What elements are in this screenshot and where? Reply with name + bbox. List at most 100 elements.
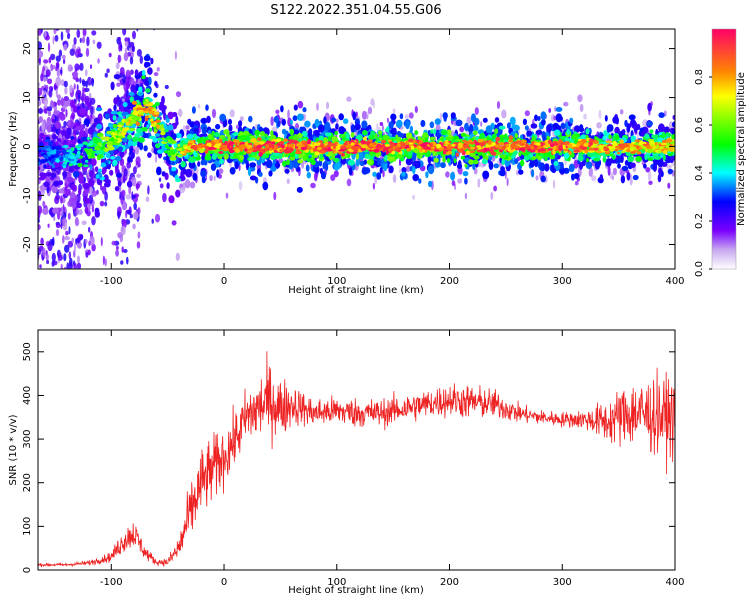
spectrogram-noise-cell xyxy=(87,274,90,284)
spectrogram-ridge-cell xyxy=(152,137,158,143)
spectrogram-noise-cell xyxy=(154,213,161,223)
spectrogram-noise-cell xyxy=(477,178,481,188)
spectrogram-noise-cell xyxy=(78,209,83,215)
spectrogram-noise-cell xyxy=(392,174,397,183)
spectrogram-ridge-cell xyxy=(427,129,431,137)
spectrogram-noise-cell xyxy=(120,3,123,11)
spectrogram-ridge-cell xyxy=(38,116,43,123)
spectrogram-noise-cell xyxy=(189,181,196,189)
spectrogram-ridge-cell xyxy=(68,166,74,173)
spectrogram-ridge-cell xyxy=(537,155,542,161)
spectrogram-ridge-cell xyxy=(234,161,239,170)
spectrogram-ridge-cell xyxy=(324,132,332,137)
spectrogram-noise-cell xyxy=(412,194,415,200)
spectrogram-noise-cell xyxy=(40,29,43,34)
spectrogram-noise-cell xyxy=(118,11,122,16)
spectrogram-ridge-cell xyxy=(498,125,506,130)
spectrogram-ridge-cell xyxy=(81,136,88,141)
spectrogram-ridge-cell xyxy=(145,80,150,87)
spectrogram-ridge-cell xyxy=(141,75,146,80)
spectrogram-ridge-cell xyxy=(77,140,83,145)
spectrogram-ridge-cell xyxy=(412,152,417,161)
spectrogram-ridge-cell xyxy=(453,158,457,164)
spectrogram-ridge-cell xyxy=(248,115,253,123)
spectrogram-noise-cell xyxy=(50,66,53,72)
spectrogram-ridge-cell xyxy=(191,106,196,114)
spectrogram-noise-cell xyxy=(346,178,352,187)
spectrogram-ridge-cell xyxy=(95,107,103,112)
spectrogram-ridge-cell xyxy=(348,166,353,176)
spectrogram-ridge-cell xyxy=(493,163,499,169)
spectrogram-ridge-cell xyxy=(363,159,367,165)
spectrogram-ridge-cell xyxy=(73,105,78,113)
spectrogram-noise-cell xyxy=(125,69,131,78)
spectrogram-noise-cell xyxy=(43,97,49,106)
spectrogram-noise-cell xyxy=(45,69,51,77)
spectrogram-noise-cell xyxy=(67,32,71,40)
spectrogram-ridge-cell xyxy=(384,155,388,161)
spectrogram-noise-cell xyxy=(47,42,51,52)
spectrogram-ridge-cell xyxy=(113,104,117,111)
spectrogram-noise-cell xyxy=(100,237,103,247)
spectrogram-noise-cell xyxy=(68,251,72,260)
spectrogram-noise-cell xyxy=(38,205,43,215)
spectrogram-ridge-cell xyxy=(56,99,61,106)
spectrogram-noise-cell xyxy=(49,312,52,320)
spectrogram-ridge-cell xyxy=(665,132,672,138)
spectrogram-noise-cell xyxy=(104,72,109,78)
spectrogram-ridge-cell xyxy=(265,159,273,169)
spectrogram-noise-cell xyxy=(126,161,132,169)
spectrogram-ridge-cell xyxy=(138,86,143,93)
spectrogram-noise-cell xyxy=(121,246,124,253)
spectrogram-noise-cell xyxy=(119,233,124,243)
spectrogram-ridge-cell xyxy=(168,195,175,204)
spectrogram-noise-cell xyxy=(60,195,63,204)
spectrogram-ridge-cell xyxy=(530,123,538,129)
spectrogram-noise-cell xyxy=(47,111,52,117)
spectrogram-noise-cell xyxy=(645,167,651,173)
spectrogram-ridge-cell xyxy=(228,118,232,125)
spectrogram-noise-cell xyxy=(50,86,53,92)
spectrogram-ridge-cell xyxy=(71,71,79,77)
spectrogram-ridge-cell xyxy=(571,173,575,181)
spectrogram-noise-cell xyxy=(38,270,43,280)
spectrogram-noise-cell xyxy=(130,69,134,75)
spectrogram-ridge-cell xyxy=(89,169,94,178)
spectrogram-ridge-cell xyxy=(540,111,547,120)
spectrogram-noise-cell xyxy=(47,271,51,277)
spectrogram-noise-cell xyxy=(310,182,316,189)
spectrogram-ridge-cell xyxy=(482,170,490,180)
spectrogram-noise-cell xyxy=(119,17,123,23)
spectrogram-ridge-cell xyxy=(79,107,87,116)
spectrogram-noise-cell xyxy=(142,0,144,4)
spectrogram-ridge-cell xyxy=(236,154,240,159)
spectrogram-noise-cell xyxy=(573,159,579,169)
spectrogram-ridge-cell xyxy=(508,135,514,140)
spectrogram-noise-cell xyxy=(90,97,96,105)
spectrogram-noise-cell xyxy=(132,16,136,25)
spectrogram-noise-cell xyxy=(667,182,671,189)
spectrogram-noise-cell xyxy=(51,238,55,246)
spectrogram-ridge-cell xyxy=(554,129,561,136)
spectrogram-ridge-cell xyxy=(579,127,585,133)
spectrogram-ridge-cell xyxy=(302,155,307,161)
spectrogram-ridge-cell xyxy=(79,130,84,138)
spectrogram-ridge-cell xyxy=(68,163,73,167)
spectrogram-noise-cell xyxy=(270,116,274,127)
spectrogram-noise-cell xyxy=(598,109,602,120)
spectrogram-ridge-cell xyxy=(239,151,244,156)
spectrogram-noise-cell xyxy=(218,168,224,174)
spectrogram-noise-cell xyxy=(333,170,339,178)
spectrogram-noise-cell xyxy=(53,84,58,91)
spectrogram-noise-cell xyxy=(405,165,411,172)
spectrogram-ridge-cell xyxy=(171,167,177,172)
spectrogram-noise-cell xyxy=(84,87,90,92)
spectrogram-noise-cell xyxy=(179,187,185,194)
spectrogram-ridge-cell xyxy=(647,102,652,112)
spectrogram-noise-cell xyxy=(164,84,169,90)
spectrogram-ridge-cell xyxy=(280,105,284,113)
spectrogram-ridge-cell xyxy=(560,162,564,170)
spectrogram-ridge-cell xyxy=(189,157,196,163)
spectrogram-ridge-cell xyxy=(520,159,525,167)
spectrogram-ridge-cell xyxy=(67,119,71,127)
